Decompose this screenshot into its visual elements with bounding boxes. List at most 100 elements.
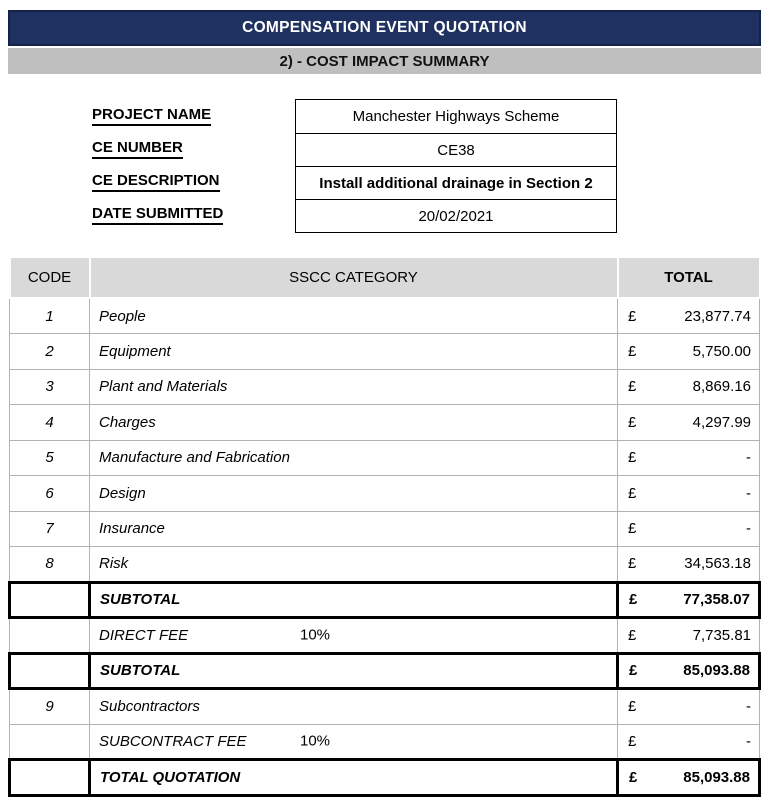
ce-description-value: Install additional drainage in Section 2 (296, 166, 616, 199)
amount-value: - (746, 449, 751, 467)
table-row: 5 Manufacture and Fabrication £ - (9, 439, 760, 476)
amount-value: 5,750.00 (692, 342, 751, 360)
category-column-header: SSCC CATEGORY (88, 256, 619, 299)
form-values-box: Manchester Highways Scheme CE38 Install … (295, 99, 617, 233)
code-cell: 2 (9, 333, 90, 370)
subcontract-fee-label-cell: SUBCONTRACT FEE 10% (89, 723, 618, 760)
total-quotation-label-cell: TOTAL QUOTATION (88, 758, 619, 797)
table-row: 1 People £23,877.74 (9, 297, 760, 334)
code-cell: 3 (9, 368, 90, 405)
subcontract-fee-row: SUBCONTRACT FEE 10% £ - (9, 723, 760, 760)
currency-symbol: £ (628, 413, 637, 431)
category-cell: Risk (89, 546, 618, 583)
currency-symbol: £ (628, 698, 637, 716)
amount-cell: £ - (617, 723, 760, 760)
amount-cell: £ - (617, 475, 760, 512)
table-row: 7 Insurance £ - (9, 510, 760, 547)
table-row: 6 Design £ - (9, 475, 760, 512)
amount-cell: £4,297.99 (617, 404, 760, 441)
code-cell: 9 (9, 688, 90, 725)
amount-cell: £7,735.81 (617, 617, 760, 654)
category-cell: Equipment (89, 333, 618, 370)
fee-rate: 10% (300, 626, 331, 644)
amount-cell: £23,877.74 (617, 297, 760, 334)
fee-label: DIRECT FEE (99, 626, 189, 644)
category-cell: Manufacture and Fabrication (89, 439, 618, 476)
currency-symbol: £ (628, 378, 637, 396)
currency-symbol: £ (628, 342, 637, 360)
table-row: 3 Plant and Materials £8,869.16 (9, 368, 760, 405)
amount-cell: £ - (617, 439, 760, 476)
date-submitted-value: 20/02/2021 (296, 199, 616, 232)
code-cell: 8 (9, 546, 90, 583)
amount-cell: £ - (617, 510, 760, 547)
table-row: 2 Equipment £5,750.00 (9, 333, 760, 370)
code-cell: 6 (9, 475, 90, 512)
amount-value: - (746, 520, 751, 538)
code-cell (9, 617, 90, 654)
code-cell (8, 580, 91, 619)
table-row: 4 Charges £4,297.99 (9, 404, 760, 441)
table-row: 8 Risk £34,563.18 (9, 546, 760, 583)
category-cell: Insurance (89, 510, 618, 547)
subtotal-amount-cell: £77,358.07 (616, 580, 761, 619)
currency-symbol: £ (629, 591, 638, 609)
subtotal-label-cell: SUBTOTAL (88, 580, 619, 619)
amount-value: 85,093.88 (683, 768, 750, 786)
category-cell: Design (89, 475, 618, 512)
form-labels-column: PROJECT NAME CE NUMBER CE DESCRIPTION DA… (8, 99, 295, 233)
currency-symbol: £ (628, 484, 637, 502)
direct-fee-label-cell: DIRECT FEE 10% (89, 617, 618, 654)
currency-symbol: £ (628, 626, 637, 644)
category-cell: People (89, 297, 618, 334)
category-cell: Plant and Materials (89, 368, 618, 405)
ce-number-label: CE NUMBER (92, 139, 183, 159)
subtotal-label-cell: SUBTOTAL (88, 651, 619, 690)
date-submitted-label: DATE SUBMITTED (92, 205, 224, 225)
code-cell (8, 758, 91, 797)
project-name-label-row: PROJECT NAME (8, 99, 295, 132)
category-cell: Subcontractors (89, 688, 618, 725)
cost-summary-table: CODE SSCC CATEGORY TOTAL 1 People £23,87… (8, 256, 761, 797)
subtotal-row: SUBTOTAL £77,358.07 (8, 580, 761, 619)
amount-value: 23,877.74 (684, 307, 751, 325)
total-quotation-amount-cell: £85,093.88 (616, 758, 761, 797)
total-column-header: TOTAL (616, 256, 761, 299)
project-info-form: PROJECT NAME CE NUMBER CE DESCRIPTION DA… (8, 99, 761, 233)
category-cell: Charges (89, 404, 618, 441)
amount-value: - (746, 698, 751, 716)
code-column-header: CODE (8, 256, 91, 299)
amount-cell: £8,869.16 (617, 368, 760, 405)
ce-description-label-row: CE DESCRIPTION (8, 165, 295, 198)
subtotal-row: SUBTOTAL £85,093.88 (8, 651, 761, 690)
direct-fee-row: DIRECT FEE 10% £7,735.81 (9, 617, 760, 654)
fee-label: SUBCONTRACT FEE (99, 732, 247, 750)
amount-cell: £5,750.00 (617, 333, 760, 370)
currency-symbol: £ (628, 307, 637, 325)
ce-number-label-row: CE NUMBER (8, 132, 295, 165)
currency-symbol: £ (628, 732, 637, 750)
amount-value: 34,563.18 (684, 555, 751, 573)
amount-value: 77,358.07 (683, 591, 750, 609)
code-cell: 5 (9, 439, 90, 476)
project-name-label: PROJECT NAME (92, 106, 212, 126)
amount-value: 4,297.99 (692, 413, 751, 431)
currency-symbol: £ (629, 662, 638, 680)
amount-value: - (746, 732, 751, 750)
amount-value: 7,735.81 (692, 626, 751, 644)
amount-cell: £34,563.18 (617, 546, 760, 583)
code-cell (8, 651, 91, 690)
total-quotation-row: TOTAL QUOTATION £85,093.88 (8, 758, 761, 797)
title-banner: COMPENSATION EVENT QUOTATION (8, 10, 761, 46)
document-title: COMPENSATION EVENT QUOTATION (242, 19, 527, 36)
code-cell (9, 723, 90, 760)
amount-value: 8,869.16 (692, 378, 751, 396)
currency-symbol: £ (629, 768, 638, 786)
currency-symbol: £ (628, 520, 637, 538)
code-cell: 7 (9, 510, 90, 547)
date-submitted-label-row: DATE SUBMITTED (8, 198, 295, 231)
table-header-row: CODE SSCC CATEGORY TOTAL (8, 256, 761, 299)
amount-value: - (746, 484, 751, 502)
section-subtitle: 2) - COST IMPACT SUMMARY (279, 52, 490, 70)
